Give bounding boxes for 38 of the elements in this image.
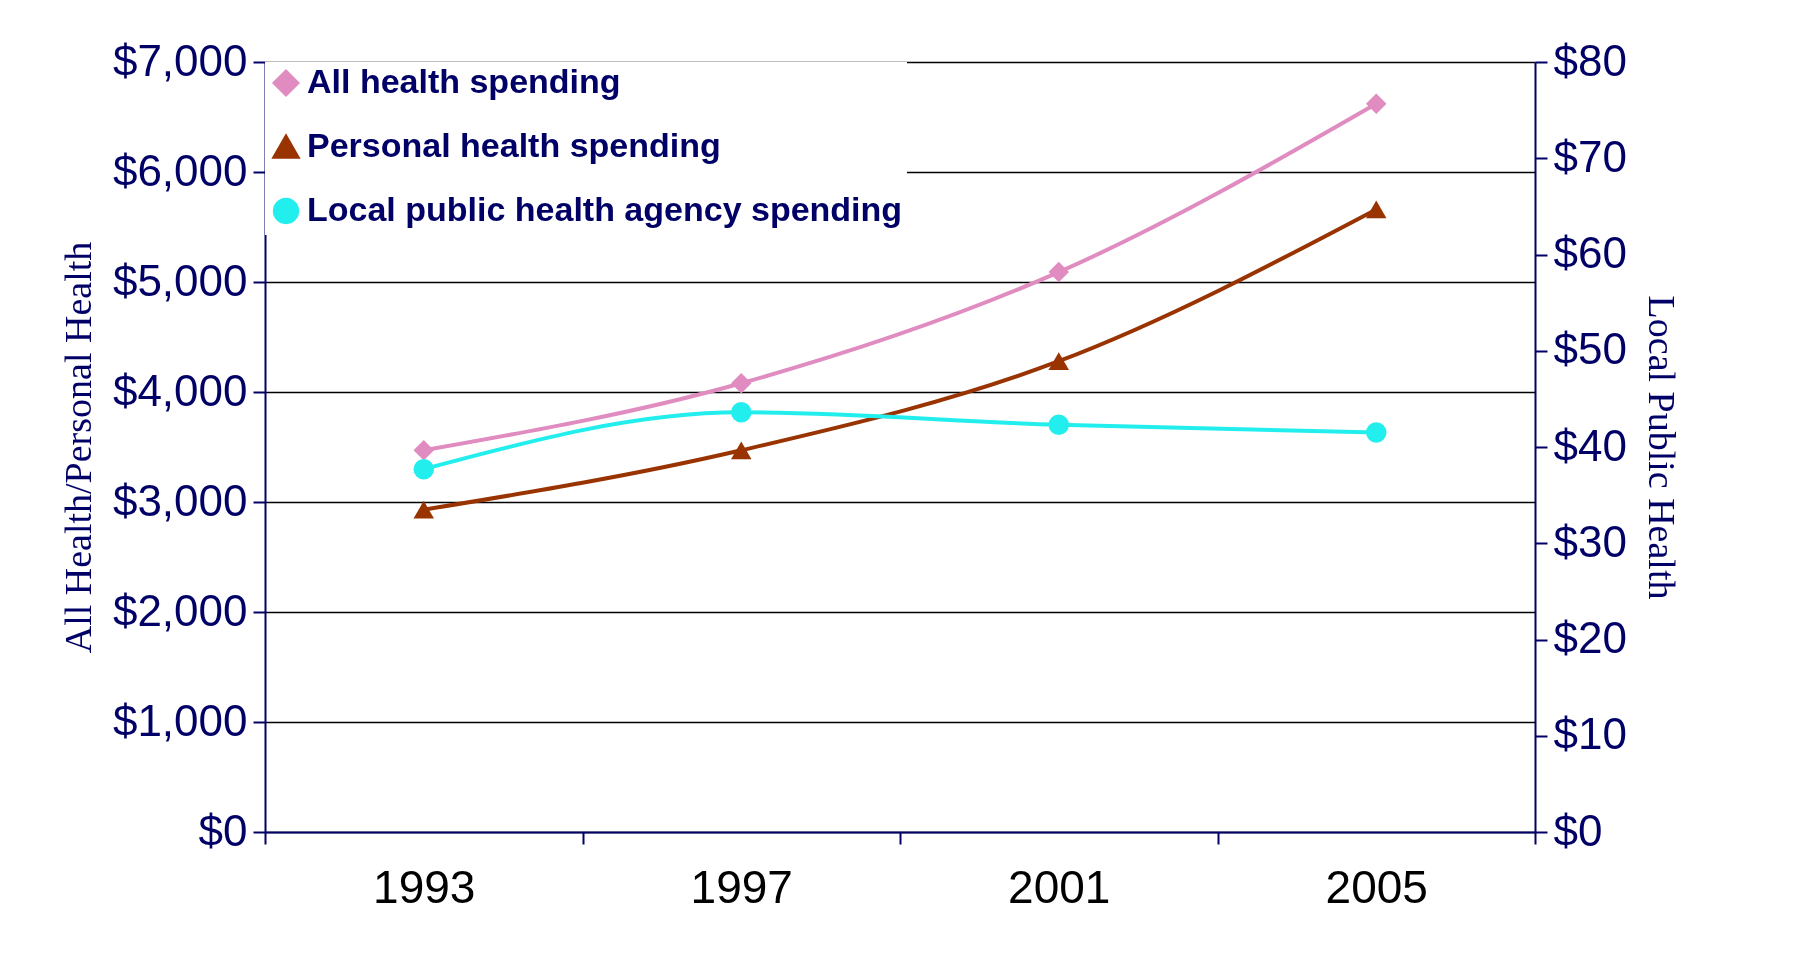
y-tick-label: $7,000 bbox=[112, 35, 248, 85]
y2-tick-label: $30 bbox=[1553, 516, 1627, 566]
point bbox=[1366, 422, 1387, 443]
x-tick-label: 1993 bbox=[373, 860, 476, 913]
legend-label: Personal health spending bbox=[307, 126, 721, 164]
point bbox=[1048, 352, 1069, 371]
y2-tick-label: $80 bbox=[1553, 35, 1627, 85]
y2-tick-label: $10 bbox=[1553, 709, 1627, 759]
y-axis-title: All Health/Personal Health bbox=[56, 241, 99, 654]
legend-label: Local public health agency spending bbox=[307, 190, 903, 228]
y-tick-label: $6,000 bbox=[112, 145, 248, 195]
y-tick-label: $3,000 bbox=[112, 475, 248, 525]
y-tick-label: $0 bbox=[198, 805, 248, 855]
y2-tick-label: $0 bbox=[1553, 805, 1603, 855]
point bbox=[1048, 261, 1069, 283]
y2-tick-label: $50 bbox=[1553, 324, 1627, 374]
point bbox=[731, 372, 752, 394]
y-tick-label: $5,000 bbox=[112, 255, 248, 305]
point bbox=[413, 440, 434, 461]
y2-tick-label: $70 bbox=[1553, 131, 1627, 181]
point bbox=[413, 500, 434, 519]
y2-tick-label: $20 bbox=[1553, 613, 1627, 662]
y2-tick-label: $60 bbox=[1553, 228, 1627, 277]
x-tick-label: 1997 bbox=[690, 860, 793, 913]
legend-label: All health spending bbox=[307, 62, 621, 100]
point bbox=[413, 458, 434, 480]
y2-tick-label: $40 bbox=[1553, 420, 1627, 470]
point bbox=[1366, 200, 1387, 219]
point bbox=[731, 402, 752, 423]
point bbox=[1366, 93, 1387, 115]
point bbox=[1048, 414, 1069, 436]
x-tick-label: 2005 bbox=[1325, 860, 1428, 913]
y-tick-label: $4,000 bbox=[112, 365, 248, 415]
y-tick-label: $2,000 bbox=[112, 585, 248, 635]
point bbox=[731, 441, 752, 460]
y-tick-label: $1,000 bbox=[112, 695, 248, 745]
x-tick-label: 2001 bbox=[1008, 860, 1111, 913]
y2-axis-title: Local Public Health bbox=[1640, 295, 1683, 600]
